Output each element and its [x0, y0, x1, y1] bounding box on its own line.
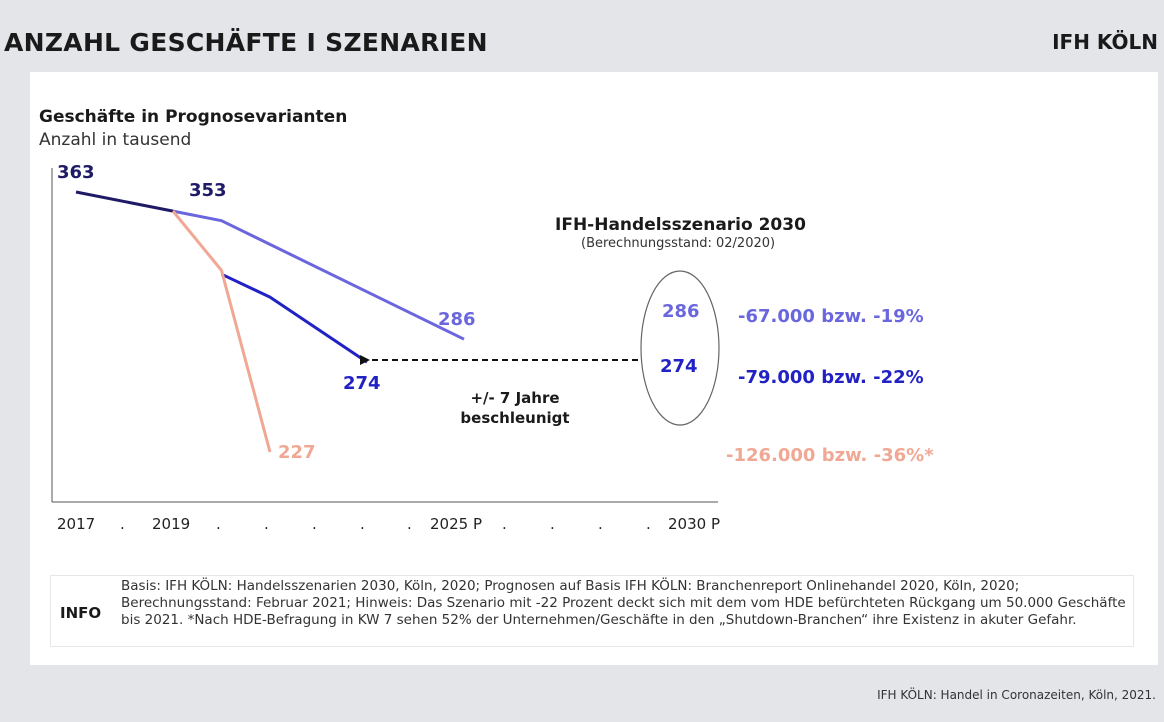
- label-2017-363: 363: [57, 162, 95, 183]
- x-tick-dot: .: [312, 515, 317, 533]
- x-tick-dot: .: [407, 515, 412, 533]
- x-tick-dot: .: [550, 515, 555, 533]
- acceleration-note: +/- 7 Jahre beschleunigt: [440, 388, 590, 428]
- x-tick-2025-p: 2025 P: [430, 515, 482, 533]
- acceleration-note-line2: beschleunigt: [460, 409, 570, 427]
- change-label-36: -126.000 bzw. -36%*: [726, 445, 934, 466]
- x-tick-2019: 2019: [152, 515, 191, 533]
- x-tick-dot: .: [264, 515, 269, 533]
- page-title: ANZAHL GESCHÄFTE I SZENARIEN: [4, 28, 488, 57]
- x-tick-2017: 2017: [57, 515, 96, 533]
- content-panel: [30, 72, 1158, 665]
- ellipse-value-286: 286: [662, 301, 700, 322]
- chart-title: Geschäfte in Prognosevarianten: [39, 107, 348, 127]
- series-line-3: [171, 210, 272, 453]
- acceleration-note-line1: +/- 7 Jahre: [470, 389, 560, 407]
- label-2025-274: 274: [343, 373, 381, 394]
- x-tick-dot: .: [360, 515, 365, 533]
- x-tick-dot: .: [646, 515, 651, 533]
- info-box: [50, 575, 1134, 647]
- scenario-ellipse: [640, 270, 720, 426]
- series-line-1: [172, 209, 465, 341]
- x-tick-2030-p: 2030 P: [668, 515, 720, 533]
- series-line-2: [220, 272, 368, 364]
- label-2021-227: 227: [278, 442, 316, 463]
- label-2025-286: 286: [438, 309, 476, 330]
- series-line-0: [75, 190, 174, 213]
- scenario-title: IFH-Handelsszenario 2030: [555, 215, 806, 235]
- source-footer: IFH KÖLN: Handel in Coronazeiten, Köln, …: [877, 688, 1156, 702]
- brand-logo: IFH KÖLN: [1052, 30, 1158, 54]
- x-tick-dot: .: [502, 515, 507, 533]
- x-tick-dot: .: [216, 515, 221, 533]
- x-tick-dot: .: [120, 515, 125, 533]
- ellipse-value-274: 274: [660, 356, 698, 377]
- info-tag: INFO: [60, 604, 102, 622]
- change-label-22: -79.000 bzw. -22%: [738, 367, 924, 388]
- info-text: Basis: IFH KÖLN: Handelsszenarien 2030, …: [121, 578, 1126, 628]
- label-2019-353: 353: [189, 180, 227, 201]
- x-tick-dot: .: [598, 515, 603, 533]
- chart-unit: Anzahl in tausend: [39, 130, 192, 150]
- scenario-subtitle: (Berechnungsstand: 02/2020): [581, 236, 776, 251]
- change-label-19: -67.000 bzw. -19%: [738, 306, 924, 327]
